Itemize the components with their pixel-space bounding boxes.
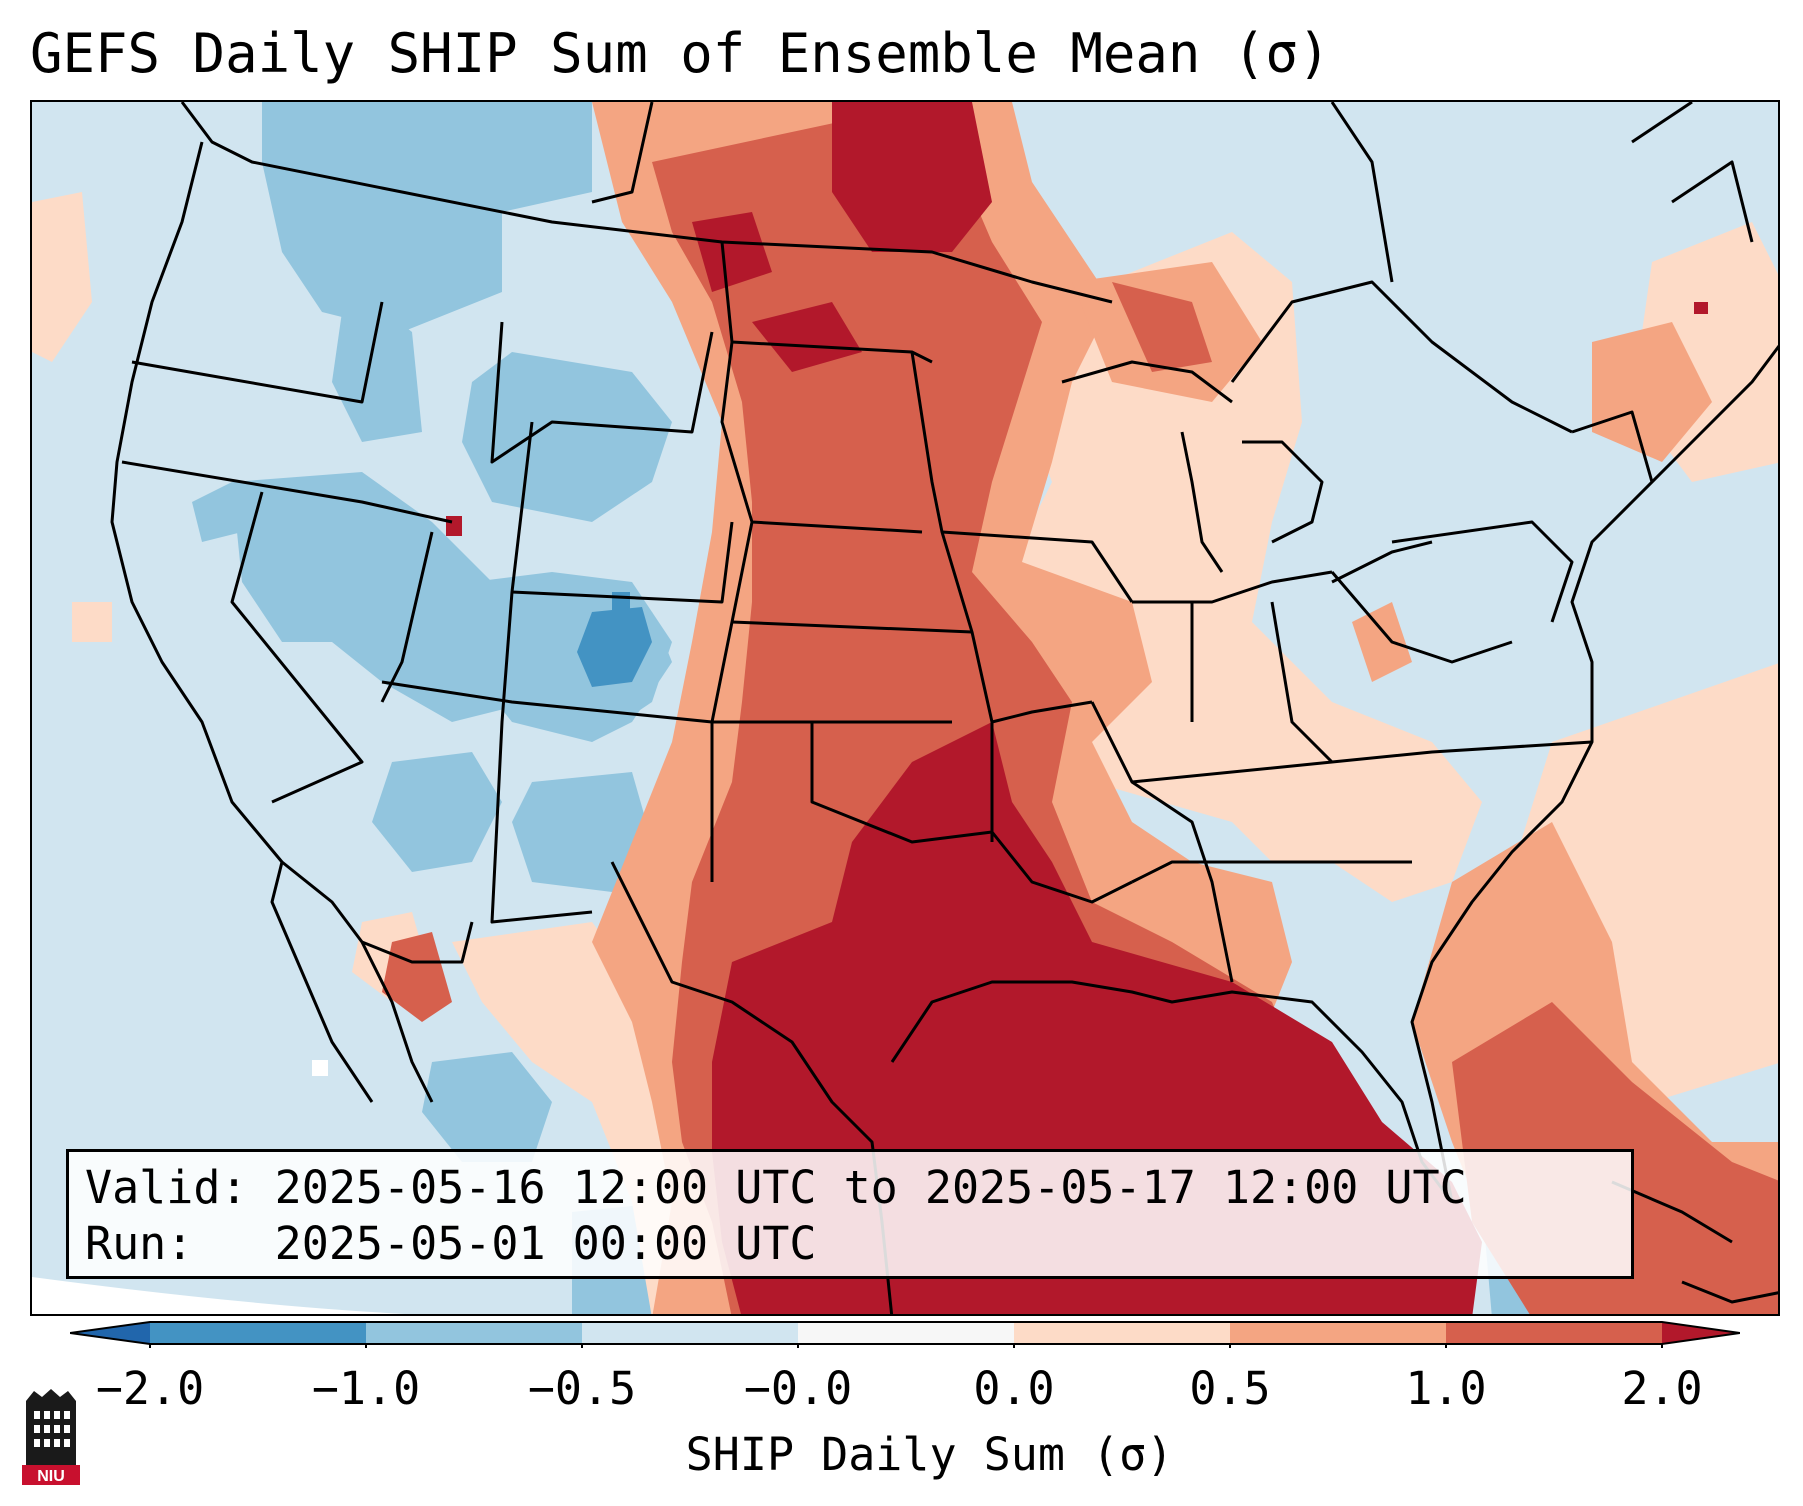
state-line [490,591,593,924]
negative-anomaly-areas [192,102,1692,1314]
state-line [810,722,993,844]
state-line [121,460,453,524]
state-line [1131,860,1412,884]
colorbar-segment [798,1322,1014,1344]
state-line [361,921,474,964]
colorbar [70,1321,1740,1348]
colorbar-segment [1446,1322,1662,1344]
state-line [1230,280,1573,434]
colorbar-tick-label: 0.0 [973,1362,1055,1415]
colorbar-tick-label: 2.0 [1621,1362,1703,1415]
colorbar-segment [1014,1322,1230,1344]
state-line [941,530,1134,603]
state-line [731,620,973,634]
colorbar-tick-label: 1.0 [1405,1362,1487,1415]
logo-text: NIU [37,1468,65,1485]
gulf-coast [890,980,1454,1203]
state-line [1270,601,1334,764]
colorbar-tick-label: −0.0 [743,1362,853,1415]
state-line [1391,520,1574,623]
canada-coast [1671,160,1754,243]
political-boundaries [110,102,1778,1314]
map-title: GEFS Daily SHIP Sum of Ensemble Mean (σ) [30,22,1331,85]
state-line [1132,570,1333,604]
projection-edge [32,1277,406,1314]
validity-info-box: Valid: 2025-05-16 12:00 UTC to 2025-05-1… [66,1149,1634,1279]
colorbar-tick-label: −1.0 [311,1362,421,1415]
colorbar-tick-label: −2.0 [95,1362,205,1415]
canada-coast [1330,102,1394,283]
state-line [710,521,952,724]
state-line [1330,571,1513,664]
colorbar-tick-marks [149,1344,1663,1348]
baja-coast [270,861,374,1103]
atlantic-coast [1410,344,1778,1203]
canada-coast [1631,102,1693,144]
missing-cell [312,1060,328,1076]
colorbar-segment [150,1322,366,1344]
state-line [510,421,734,604]
state-line [720,341,923,534]
state-line [381,680,713,724]
state-line [131,301,384,404]
us-canada-border [180,102,1113,304]
university-tower-logo: NIU [22,1389,80,1485]
run-time-text: Run: 2025-05-01 00:00 UTC [85,1217,817,1270]
state-line [380,531,434,703]
lake-huron [1242,440,1324,544]
lake-superior [1061,360,1233,404]
state-line [230,491,364,804]
colorbar-under-arrow [70,1322,150,1344]
colorbar-segment [582,1322,798,1344]
state-line [910,351,994,842]
state-line [990,831,1133,904]
state-line [490,321,714,464]
colorbar-label: SHIP Daily Sum (σ) [685,1428,1174,1481]
colorbar-over-arrow [1662,1322,1740,1344]
colorbar-segment [1230,1322,1446,1344]
colorbar-segment [366,1322,582,1344]
state-line [720,241,933,364]
state-line [1090,701,1234,983]
lake-michigan [1180,431,1224,573]
colorbar-tick-label: −0.5 [527,1362,637,1415]
map-panel [30,100,1780,1316]
west-coast [110,141,434,1103]
ship-field-map [32,102,1778,1314]
state-line [1571,410,1654,483]
lake-erie [1331,540,1433,584]
caribbean-islands [1681,1280,1778,1304]
state-line [591,102,654,204]
state-line [1131,740,1593,784]
valid-time-text: Valid: 2025-05-16 12:00 UTC to 2025-05-1… [85,1161,1467,1214]
caribbean-islands [1611,1180,1733,1244]
colorbar-tick-label: 0.5 [1189,1362,1271,1415]
